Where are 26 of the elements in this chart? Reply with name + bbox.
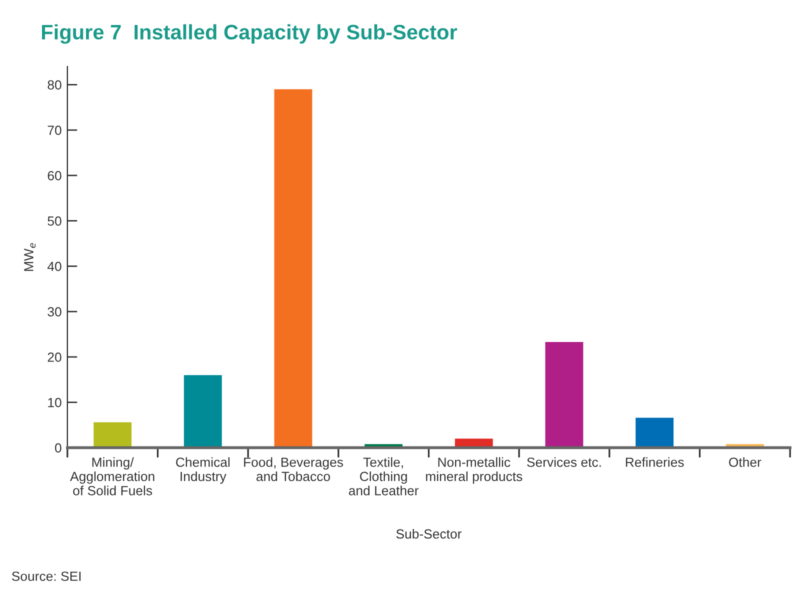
- y-tick-label: 70: [48, 126, 62, 135]
- y-tick-label: 40: [47, 262, 62, 272]
- y-tick-label: 10: [48, 398, 62, 408]
- x-tick-label: Other: [729, 457, 762, 467]
- x-tick-label: Refineries: [626, 457, 684, 467]
- y-axis-title: MW$_{e}$: [24, 243, 36, 271]
- y-tick-label: 60: [48, 171, 62, 180]
- bar: [636, 418, 674, 448]
- x-axis-title: Sub-Sector: [396, 528, 462, 539]
- bar: [274, 89, 312, 448]
- x-tick-label: Food, Beverages and Tobacco: [244, 457, 344, 482]
- y-tick-label: 0: [55, 443, 62, 453]
- x-tick-label: Mining/ Agglomeration of Solid Fuels: [70, 457, 154, 496]
- y-tick-label: 20: [48, 352, 62, 362]
- x-tick-label: Services etc.: [527, 457, 601, 467]
- x-tick-label: Non-metallic mineral products: [426, 457, 522, 484]
- bar: [545, 342, 584, 448]
- y-tick-label: 50: [48, 216, 62, 226]
- x-tick-label: Textile, Clothing and Leather: [348, 457, 419, 496]
- bar: [184, 375, 222, 448]
- x-tick-label: Chemical Industry: [176, 457, 230, 484]
- bar: [94, 422, 132, 448]
- y-tick-label: 80: [48, 80, 62, 90]
- chart-title: Figure 7 Installed Capacity by Sub-Sector: [42, 24, 458, 44]
- source-note: Source: SEI: [12, 572, 81, 581]
- y-tick-label: 30: [48, 307, 62, 316]
